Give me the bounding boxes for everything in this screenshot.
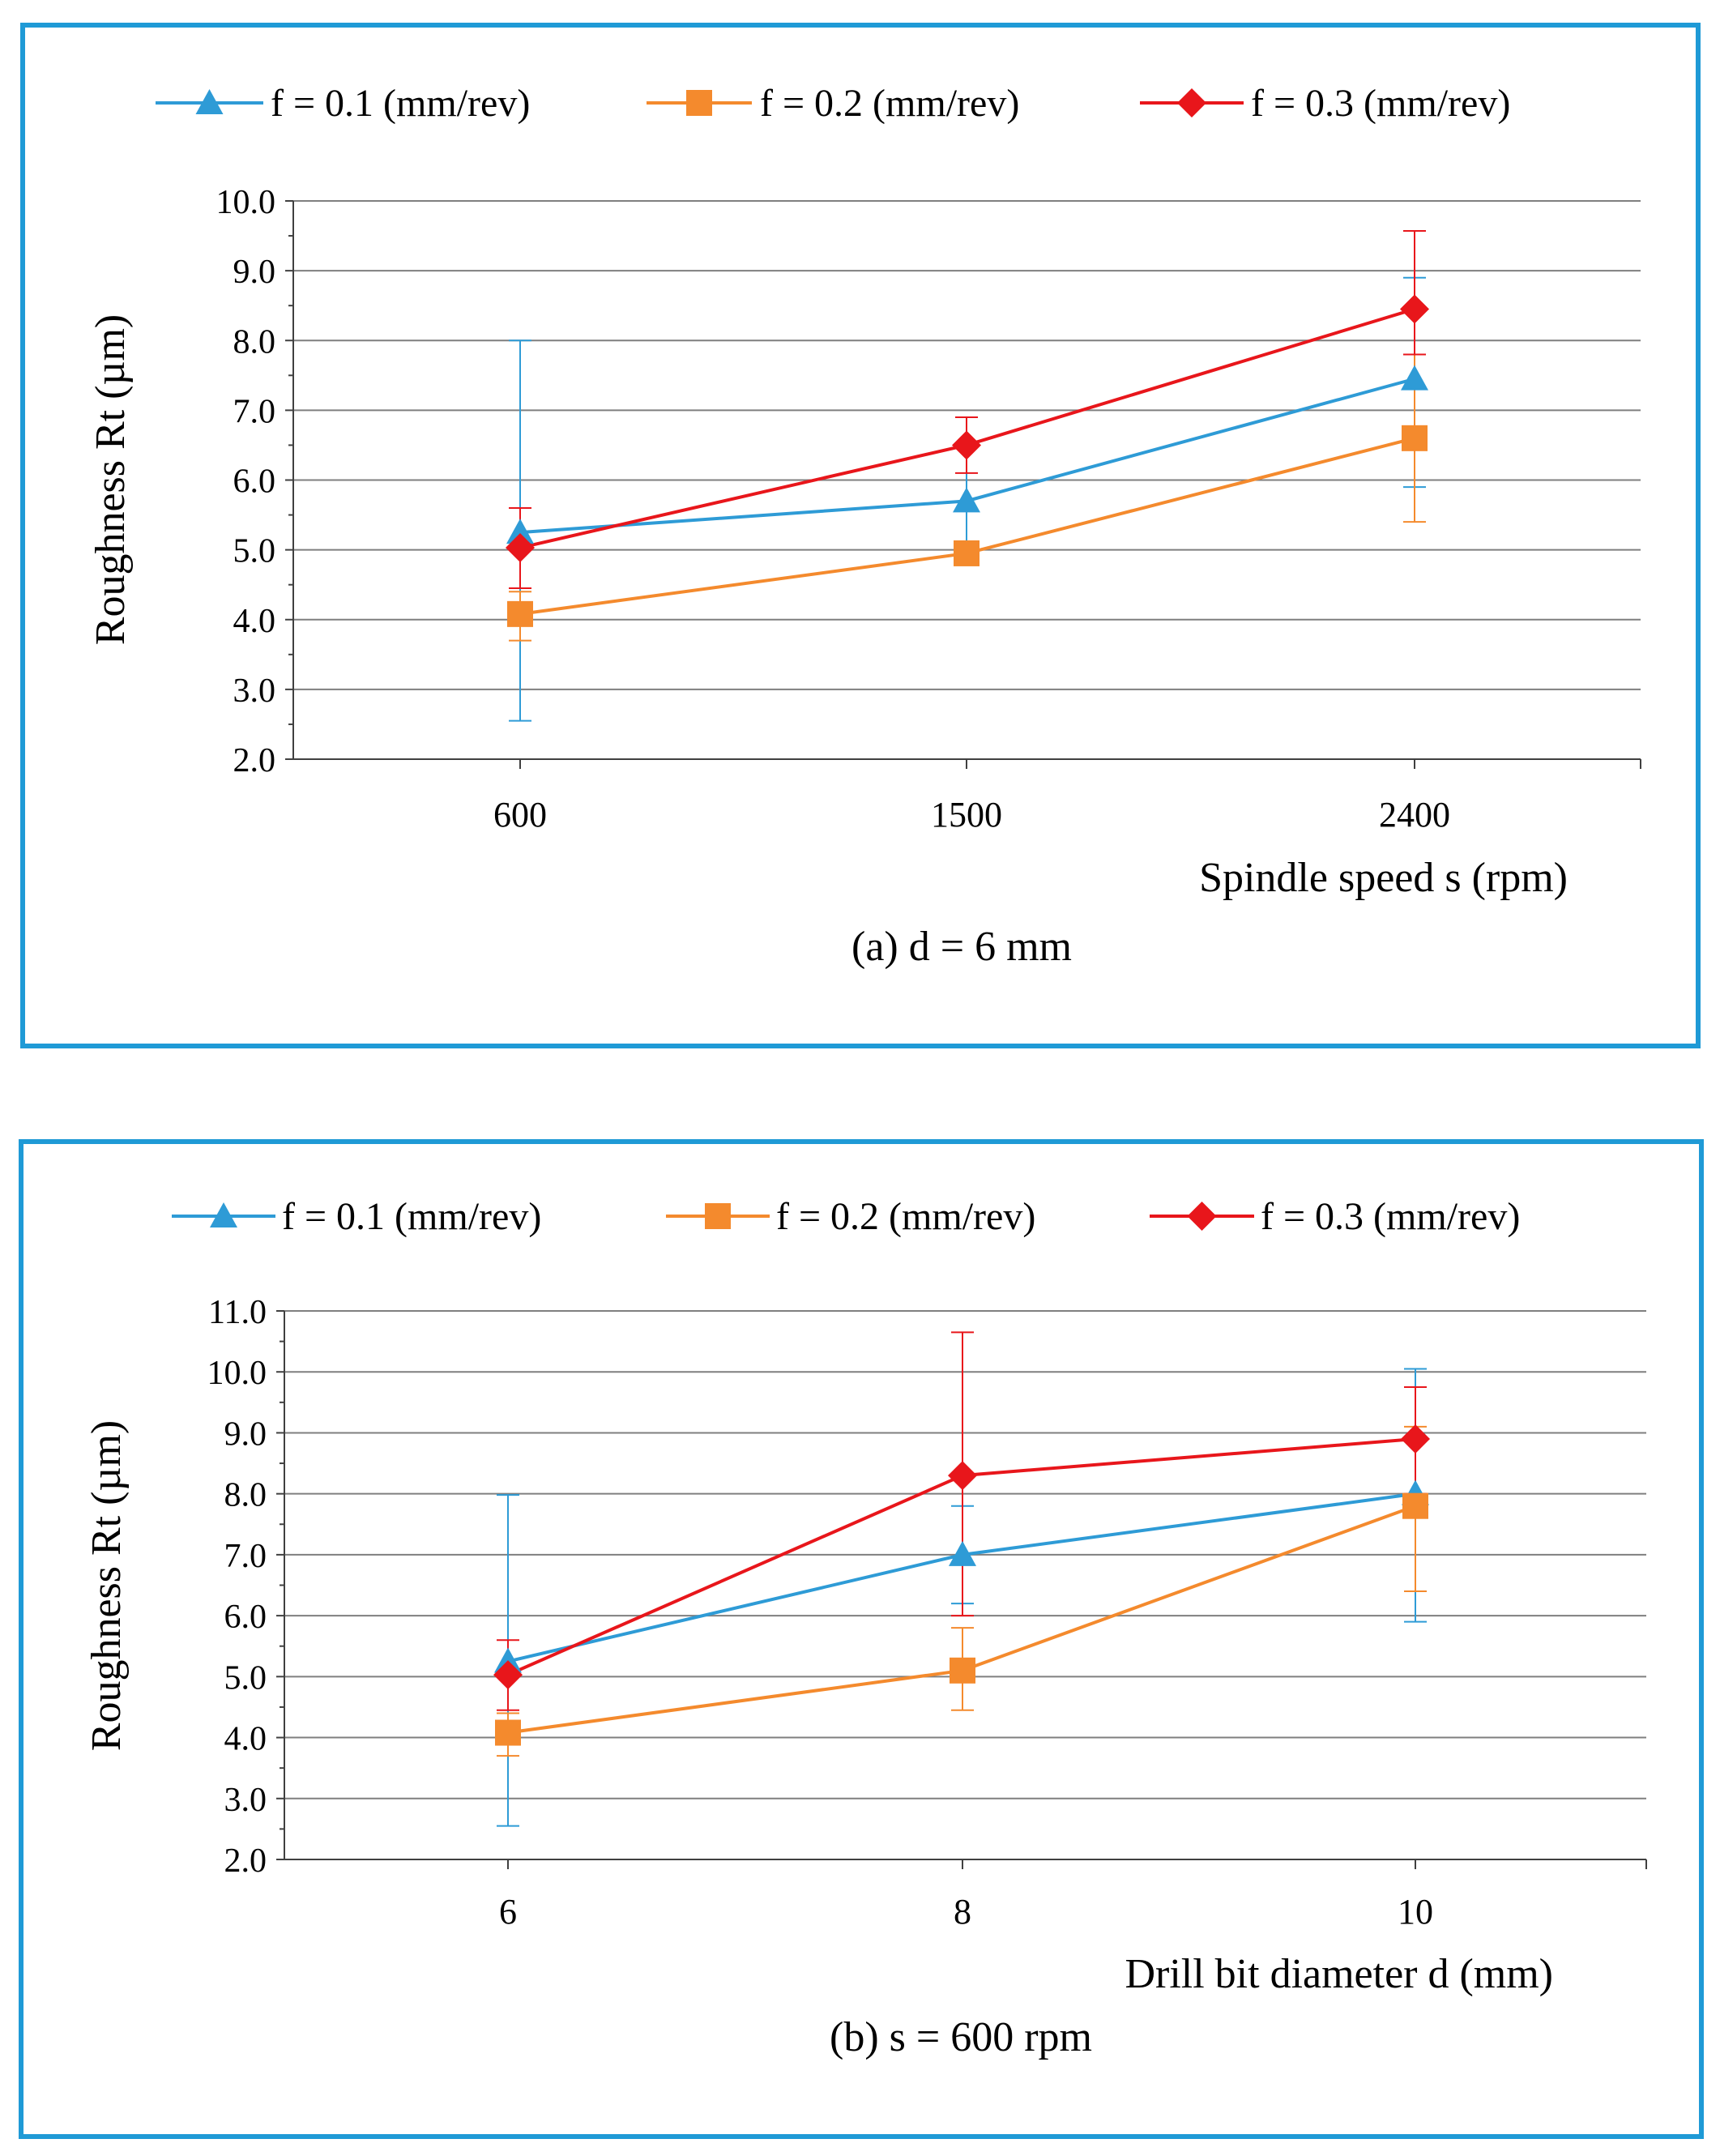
y-tick-label: 8.0 bbox=[224, 1477, 267, 1514]
y-tick-label: 4.0 bbox=[224, 1721, 267, 1758]
y-tick-label: 11.0 bbox=[208, 1294, 267, 1331]
legend-label: f = 0.3 (mm/rev) bbox=[1251, 82, 1510, 125]
y-tick-label: 10.0 bbox=[207, 1355, 267, 1392]
legend-label: f = 0.1 (mm/rev) bbox=[282, 1195, 541, 1238]
data-point bbox=[954, 540, 980, 566]
y-tick-label: 10.0 bbox=[216, 184, 276, 221]
chart-caption: (b) s = 600 rpm bbox=[830, 2014, 1092, 2060]
data-point bbox=[953, 487, 980, 513]
legend-label: f = 0.3 (mm/rev) bbox=[1261, 1195, 1520, 1238]
data-point bbox=[494, 1647, 522, 1673]
y-tick-label: 6.0 bbox=[233, 463, 276, 501]
y-tick-label: 6.0 bbox=[224, 1599, 267, 1636]
y-tick-label: 9.0 bbox=[233, 254, 276, 291]
data-point bbox=[1401, 365, 1428, 391]
data-point bbox=[948, 1461, 977, 1491]
x-tick-label: 6 bbox=[499, 1892, 517, 1932]
chart-b: 2.0 3.0 4.0 5.0 6.0 7.0 8.0 9.0 10.0 11.0 6 8 10 Dril… bbox=[83, 1195, 1647, 2060]
legend-marker bbox=[705, 1203, 731, 1229]
data-point bbox=[1401, 1424, 1430, 1454]
y-tick-label: 2.0 bbox=[233, 742, 276, 779]
legend-label: f = 0.1 (mm/rev) bbox=[271, 82, 530, 125]
y-tick-label: 9.0 bbox=[224, 1415, 267, 1453]
data-point bbox=[495, 1719, 521, 1746]
y-tick-label: 5.0 bbox=[224, 1659, 267, 1697]
x-tick-label: 2400 bbox=[1379, 795, 1450, 835]
y-tick-label: 5.0 bbox=[233, 533, 276, 570]
y-axis-title: Roughness Rt (µm) bbox=[83, 1420, 130, 1751]
data-point bbox=[950, 1657, 975, 1684]
y-tick-label: 3.0 bbox=[233, 672, 276, 710]
y-tick-label: 2.0 bbox=[224, 1842, 267, 1880]
y-tick-label: 3.0 bbox=[224, 1782, 267, 1819]
chart-panel-b bbox=[19, 1139, 1704, 2139]
data-point bbox=[1402, 1492, 1428, 1519]
data-point bbox=[506, 533, 535, 563]
data-point bbox=[507, 600, 533, 627]
x-axis-title: Drill bit diameter d (mm) bbox=[1125, 1951, 1553, 1997]
legend-marker bbox=[210, 1202, 237, 1227]
data-point bbox=[949, 1540, 976, 1566]
legend-label: f = 0.2 (mm/rev) bbox=[776, 1195, 1035, 1238]
x-tick-label: 10 bbox=[1398, 1892, 1433, 1932]
y-tick-label: 7.0 bbox=[233, 393, 276, 430]
y-tick-label: 7.0 bbox=[224, 1538, 267, 1575]
chart-panel-a bbox=[20, 23, 1701, 1048]
legend-marker bbox=[686, 90, 712, 116]
data-point bbox=[1402, 425, 1428, 451]
y-axis-title: Roughness Rt (µm) bbox=[87, 314, 134, 645]
chart-caption: (a) d = 6 mm bbox=[851, 924, 1072, 970]
legend-marker bbox=[1187, 1202, 1217, 1231]
legend-label: f = 0.2 (mm/rev) bbox=[760, 82, 1019, 125]
legend-marker bbox=[195, 89, 224, 114]
x-tick-label: 600 bbox=[493, 795, 547, 835]
x-tick-label: 1500 bbox=[931, 795, 1002, 835]
legend-marker bbox=[1177, 88, 1206, 117]
x-axis-title: Spindle speed s (rpm) bbox=[1199, 855, 1568, 901]
y-tick-label: 8.0 bbox=[233, 323, 276, 361]
data-point bbox=[1400, 294, 1429, 324]
data-point bbox=[506, 519, 534, 544]
y-tick-label: 4.0 bbox=[233, 603, 276, 640]
chart-a: 2.0 3.0 4.0 5.0 6.0 7.0 8.0 9.0 10.0 600 1500 2400 S… bbox=[87, 82, 1641, 970]
data-point bbox=[493, 1660, 523, 1690]
data-point bbox=[952, 430, 981, 460]
x-tick-label: 8 bbox=[954, 1892, 971, 1932]
